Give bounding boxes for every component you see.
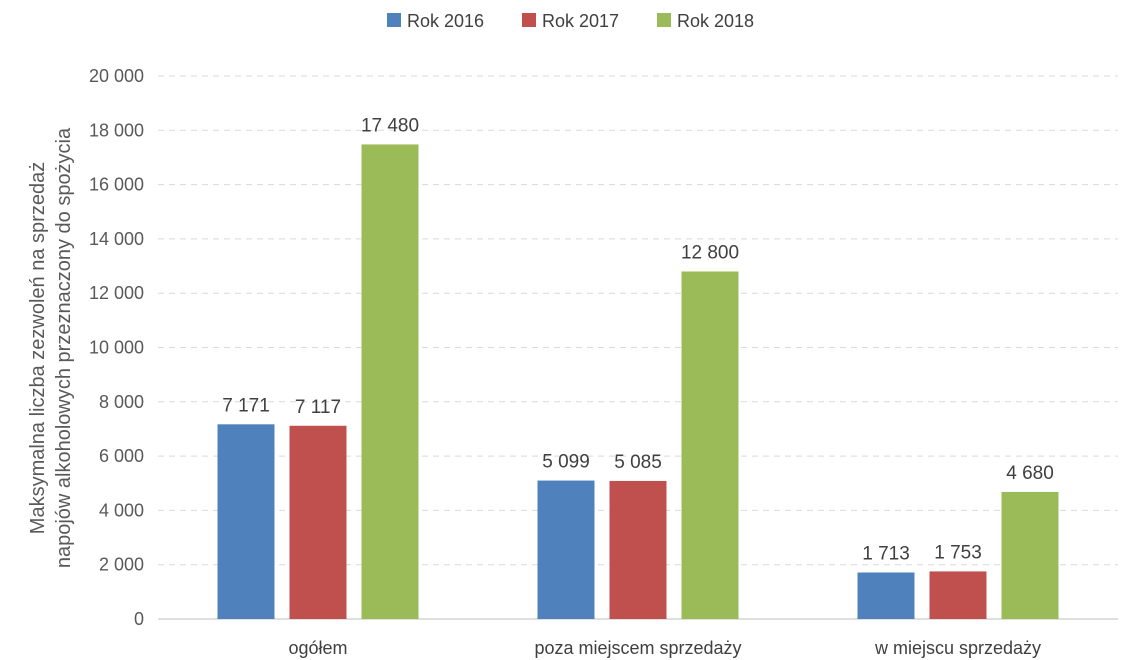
y-tick-label: 20 000 (89, 66, 144, 86)
bar-1-1 (609, 480, 667, 619)
bar-1-2 (929, 571, 987, 619)
y-axis-title: Maksymalna liczba zezwoleń na sprzedaż na… (27, 127, 75, 568)
y-axis-title-line: napojów alkoholowych przeznaczony do spo… (53, 127, 75, 568)
y-tick-label: 10 000 (89, 338, 144, 358)
bar-0-1 (537, 480, 595, 619)
y-tick-label: 2 000 (99, 555, 144, 575)
data-label: 12 800 (681, 242, 739, 263)
x-axis-categories: ogółem poza miejscem sprzedaży w miejscu s… (288, 638, 1041, 658)
data-label: 5 085 (614, 452, 662, 473)
legend-swatch (657, 13, 671, 27)
bar-0-0 (217, 424, 275, 619)
data-label: 7 117 (295, 397, 341, 418)
y-tick-label: 6 000 (99, 446, 144, 466)
data-labels: 7 171 7 117 17 480 5 099 5 085 12 800 1 713 1 7… (222, 115, 1054, 564)
y-axis-title-line: Maksymalna liczba zezwoleń na sprzedaż (27, 162, 49, 534)
bar-2-1 (681, 271, 739, 619)
y-tick-label: 18 000 (89, 120, 144, 140)
y-tick-label: 0 (134, 609, 144, 629)
bar-2-0 (361, 144, 419, 619)
legend-swatch (387, 13, 401, 27)
y-tick-label: 4 000 (99, 500, 144, 520)
x-category-label: w miejscu sprzedaży (874, 638, 1041, 658)
bars (217, 144, 1059, 619)
y-tick-label: 16 000 (89, 175, 144, 195)
data-label: 7 171 (222, 395, 270, 416)
bar-2-2 (1001, 491, 1059, 619)
legend-label: Rok 2018 (677, 11, 754, 31)
data-label: 1 713 (862, 543, 910, 564)
legend-swatch (522, 13, 536, 27)
legend: Rok 2016 Rok 2017 Rok 2018 (387, 11, 754, 31)
y-tick-label: 8 000 (99, 392, 144, 412)
y-tick-label: 12 000 (89, 283, 144, 303)
data-label: 5 099 (542, 452, 590, 473)
x-category-label: ogółem (288, 638, 347, 658)
bar-0-2 (857, 572, 915, 619)
y-axis-ticks: 0 2 000 4 000 6 000 8 000 10 000 12 000 14 000 1… (89, 66, 144, 629)
data-label: 17 480 (361, 115, 419, 136)
data-label: 4 680 (1006, 463, 1054, 484)
data-label: 1 753 (934, 542, 982, 563)
legend-label: Rok 2017 (542, 11, 619, 31)
y-tick-label: 14 000 (89, 229, 144, 249)
legend-label: Rok 2016 (407, 11, 484, 31)
bar-1-0 (289, 425, 347, 619)
x-category-label: poza miejscem sprzedaży (534, 638, 741, 658)
